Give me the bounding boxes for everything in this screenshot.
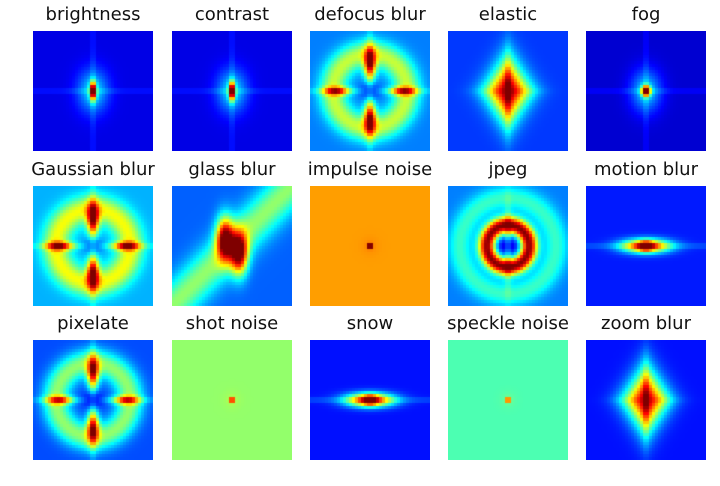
panel-jpeg: jpeg (439, 159, 577, 313)
panel-title: impulse noise (307, 159, 433, 180)
heatmap-zoom-blur (586, 340, 706, 460)
heatmap-gaussian-blur (33, 186, 153, 306)
panel-impulse-noise: impulse noise (301, 159, 439, 313)
panel-motion-blur: motion blur (577, 159, 715, 313)
heatmap-snow (310, 340, 430, 460)
panel-gaussian-blur: Gaussian blur (24, 159, 162, 313)
panel-title: contrast (194, 4, 270, 25)
panel-title: glass blur (188, 159, 276, 180)
heatmap-motion-blur (586, 186, 706, 306)
panel-title: fog (631, 4, 661, 25)
heatmap-speckle-noise (448, 340, 568, 460)
panel-glass-blur: glass blur (163, 159, 301, 313)
panel-shot-noise: shot noise (163, 313, 301, 467)
panel-title: shot noise (185, 313, 279, 334)
panel-fog: fog (577, 4, 715, 158)
heatmap-jpeg (448, 186, 568, 306)
panel-title: zoom blur (601, 313, 691, 334)
panel-title: brightness (45, 4, 141, 25)
heatmap-contrast (172, 31, 292, 151)
panel-defocus-blur: defocus blur (301, 4, 439, 158)
panel-elastic: elastic (439, 4, 577, 158)
heatmap-impulse-noise (310, 186, 430, 306)
panel-title: elastic (478, 4, 538, 25)
heatmap-brightness (33, 31, 153, 151)
panel-title: pixelate (57, 313, 129, 334)
panel-pixelate: pixelate (24, 313, 162, 467)
panel-title: Gaussian blur (31, 159, 155, 180)
heatmap-pixelate (33, 340, 153, 460)
panel-snow: snow (301, 313, 439, 467)
panel-title: speckle noise (447, 313, 569, 334)
heatmap-glass-blur (172, 186, 292, 306)
panel-title: motion blur (594, 159, 698, 180)
heatmap-elastic (448, 31, 568, 151)
heatmap-defocus-blur (310, 31, 430, 151)
panel-title: jpeg (488, 159, 528, 180)
panel-speckle-noise: speckle noise (439, 313, 577, 467)
panel-brightness: brightness (24, 4, 162, 158)
panel-zoom-blur: zoom blur (577, 313, 715, 467)
panel-title: defocus blur (314, 4, 426, 25)
heatmap-fog (586, 31, 706, 151)
panel-title: snow (346, 313, 394, 334)
heatmap-shot-noise (172, 340, 292, 460)
panel-contrast: contrast (163, 4, 301, 158)
